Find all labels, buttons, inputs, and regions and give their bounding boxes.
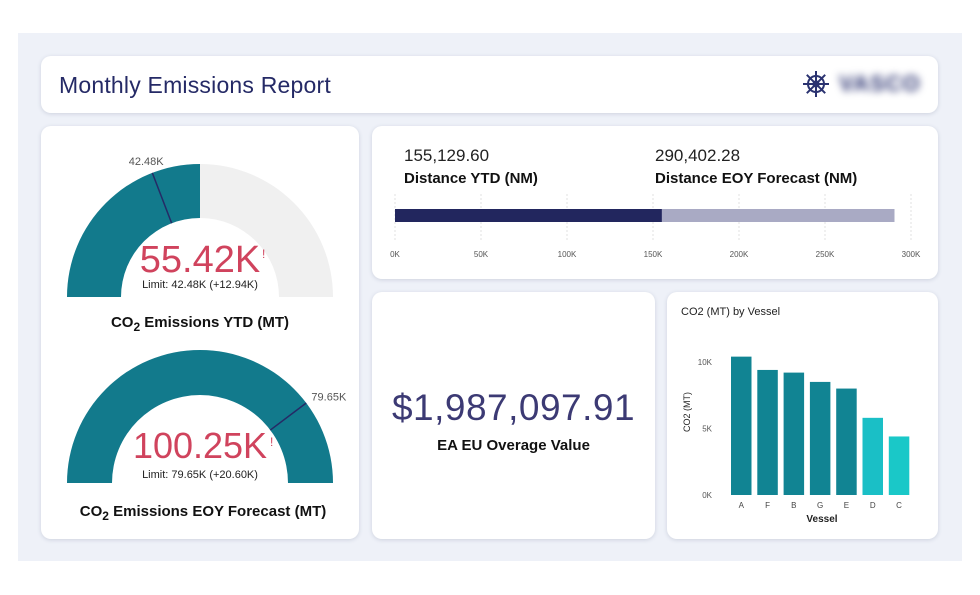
chart-bars xyxy=(731,356,910,495)
overage-label: EA EU Overage Value xyxy=(437,437,590,454)
report-header: Monthly Emissions Report VASCO xyxy=(41,56,938,113)
overage-card: $1,987,097.91 EA EU Overage Value xyxy=(372,292,655,539)
distance-tick-label: 150K xyxy=(644,250,663,259)
page-title: Monthly Emissions Report xyxy=(59,72,331,98)
distance-tick-label: 50K xyxy=(474,250,489,259)
gauge-ytd-title-sub: 2 xyxy=(133,320,140,334)
emissions-gauges-card: 42.48K 55.42K ! Limit: 42.48K (+12.94K) … xyxy=(41,126,359,539)
gauge-ytd-title-suffix: Emissions YTD (MT) xyxy=(140,314,289,331)
gauge-ytd-title: CO2 Emissions YTD (MT) xyxy=(111,314,289,334)
gauge-eoy-title-prefix: CO xyxy=(80,503,103,520)
vessel-bar-chart: CO2 (MT) by Vessel CO2 (MT) Vessel 0K 5K 1… xyxy=(681,306,910,525)
distance-tick-label: 100K xyxy=(558,250,577,259)
gauges-svg: 42.48K 55.42K ! Limit: 42.48K (+12.94K) … xyxy=(67,156,347,523)
gauge-eoy-title: CO2 Emissions EOY Forecast (MT) xyxy=(80,503,326,523)
ship-wheel-icon xyxy=(803,71,829,97)
chart-bar-d xyxy=(862,417,883,495)
distance-card: 155,129.60 Distance YTD (NM) 290,402.28 … xyxy=(372,126,938,279)
distance-ytd-label: Distance YTD (NM) xyxy=(404,170,538,187)
chart-bar-e xyxy=(836,388,857,495)
gauge-eoy-value: 100.25K xyxy=(133,425,267,466)
chart-bar-g xyxy=(809,381,831,495)
chart-y-tick-label: 5K xyxy=(702,424,712,433)
distance-bar-chart: 0K 50K 100K 150K 200K 250K 300K xyxy=(390,194,921,259)
gauge-ytd-title-prefix: CO xyxy=(111,314,134,331)
gauge-eoy-title-suffix: Emissions EOY Forecast (MT) xyxy=(109,503,326,520)
chart-y-ticks: 0K 5K 10K xyxy=(698,358,713,500)
gauge-ytd: 42.48K 55.42K ! Limit: 42.48K (+12.94K) … xyxy=(67,156,333,334)
gauge-eoy-limit: Limit: 79.65K (+20.60K) xyxy=(142,469,258,481)
distance-eoy-label: Distance EOY Forecast (NM) xyxy=(655,170,858,187)
gauge-eoy-target-label: 79.65K xyxy=(311,392,347,404)
gauge-ytd-value: 55.42K xyxy=(140,239,260,281)
distance-tick-label: 0K xyxy=(390,250,400,259)
chart-x-axis-label: Vessel xyxy=(806,514,837,525)
chart-y-tick-label: 10K xyxy=(698,358,713,367)
gauge-eoy-alert-mark: ! xyxy=(270,435,273,449)
company-logo: VASCO xyxy=(801,68,921,100)
gauge-ytd-fill xyxy=(67,164,200,297)
chart-x-tick-label: A xyxy=(739,501,745,510)
gauge-ytd-target-label: 42.48K xyxy=(129,156,165,168)
chart-x-tick-label: G xyxy=(817,501,823,510)
distance-axis-ticks: 0K 50K 100K 150K 200K 250K 300K xyxy=(390,250,921,259)
gauge-eoy-target-marker xyxy=(269,402,307,431)
overage-value: $1,987,097.91 xyxy=(391,387,636,428)
gauge-eoy: 79.65K 100.25K ! Limit: 79.65K (+20.60K)… xyxy=(67,350,347,523)
distance-tick-label: 200K xyxy=(730,250,749,259)
chart-x-tick-label: E xyxy=(844,501,849,510)
chart-x-tick-label: C xyxy=(896,501,902,510)
gauge-eoy-title-sub: 2 xyxy=(102,509,109,523)
distance-eoy-value: 290,402.28 xyxy=(655,146,741,165)
distance-tick-label: 250K xyxy=(816,250,835,259)
chart-x-tick-label: F xyxy=(765,501,770,510)
vessel-chart-card: CO2 (MT) by Vessel CO2 (MT) Vessel 0K 5K 1… xyxy=(667,292,938,539)
chart-y-tick-label: 0K xyxy=(702,491,712,500)
gauge-ytd-target-marker xyxy=(151,172,173,224)
chart-x-tick-label: D xyxy=(870,501,876,510)
chart-bar-f xyxy=(757,369,778,495)
chart-bar-b xyxy=(783,372,805,495)
distance-tick-label: 300K xyxy=(902,250,921,259)
gauge-ytd-alert-mark: ! xyxy=(262,247,265,261)
distance-ytd-bar xyxy=(395,209,662,222)
chart-x-tick-label: B xyxy=(791,501,796,510)
distance-ytd-value: 155,129.60 xyxy=(404,146,490,165)
gauge-eoy-fill xyxy=(67,350,333,483)
chart-bar-a xyxy=(731,356,752,495)
chart-title: CO2 (MT) by Vessel xyxy=(681,306,780,318)
gauge-ytd-limit: Limit: 42.48K (+12.94K) xyxy=(142,279,258,291)
chart-bar-c xyxy=(888,436,910,495)
chart-y-axis-label: CO2 (MT) xyxy=(682,392,692,432)
logo-text: VASCO xyxy=(839,71,921,96)
